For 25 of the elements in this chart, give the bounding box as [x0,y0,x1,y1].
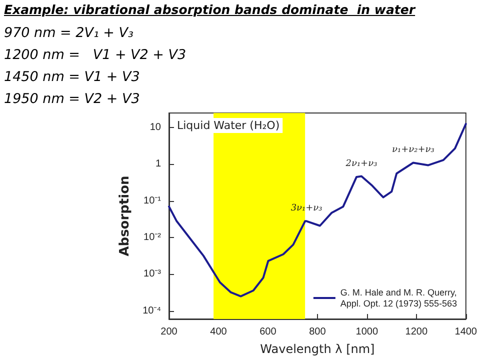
x-axis-title: Wavelength λ [nm] [260,342,375,356]
y-tick-label: 10⁻⁴ [142,305,161,316]
text: 970 nm = 2V₁ + V₃ [4,25,134,41]
text: 1950 nm = V2 + V3 [4,91,140,107]
annotation: 2ν₁+ν₃ [344,158,378,169]
legend-label: G. M. Hale and M. R. Querry, Appl. Opt. 12 (1973) 555-563 [340,288,457,308]
x-tick-label: 600 [260,326,277,338]
text: 1200 nm = V1 + V2 + V3 [4,47,186,63]
x-tick-label: 200 [160,326,178,338]
chart-title: Example: vibrational absorption bands dominate in water [4,2,416,17]
x-tick-label: 400 [210,326,228,338]
y-tick-label: 1 [155,158,162,170]
x-tick-label: 800 [309,326,326,338]
y-axis-title: Absorption [118,176,133,256]
text: Liquid Water (H₂O) [177,119,280,132]
y-tick-label: 10 [150,122,162,134]
x-tick-label: 1000 [356,326,378,338]
x-tick-label: 1200 [405,326,428,338]
y-tick-label: 10⁻¹ [144,195,162,206]
annotation: ν₁+ν₂+ν₃ [392,145,435,156]
line-series [168,122,467,298]
text: 1450 nm = V1 + V3 [4,69,140,85]
y-tick-label: 10⁻³ [144,268,162,280]
y-tick-label: 10⁻² [144,232,162,244]
x-tick-label: 1400 [454,326,478,338]
